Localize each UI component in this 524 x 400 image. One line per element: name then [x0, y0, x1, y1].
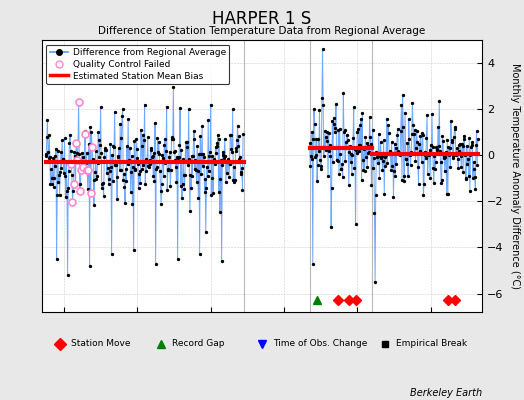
Legend: Difference from Regional Average, Quality Control Failed, Estimated Station Mean: Difference from Regional Average, Qualit…	[47, 44, 230, 84]
Text: Time of Obs. Change: Time of Obs. Change	[273, 340, 367, 348]
Text: Record Gap: Record Gap	[172, 340, 224, 348]
Text: Difference of Station Temperature Data from Regional Average: Difference of Station Temperature Data f…	[99, 26, 425, 36]
Text: Empirical Break: Empirical Break	[396, 340, 467, 348]
Text: HARPER 1 S: HARPER 1 S	[212, 10, 312, 28]
Y-axis label: Monthly Temperature Anomaly Difference (°C): Monthly Temperature Anomaly Difference (…	[510, 63, 520, 289]
Text: Berkeley Earth: Berkeley Earth	[410, 388, 482, 398]
Text: Station Move: Station Move	[71, 340, 130, 348]
